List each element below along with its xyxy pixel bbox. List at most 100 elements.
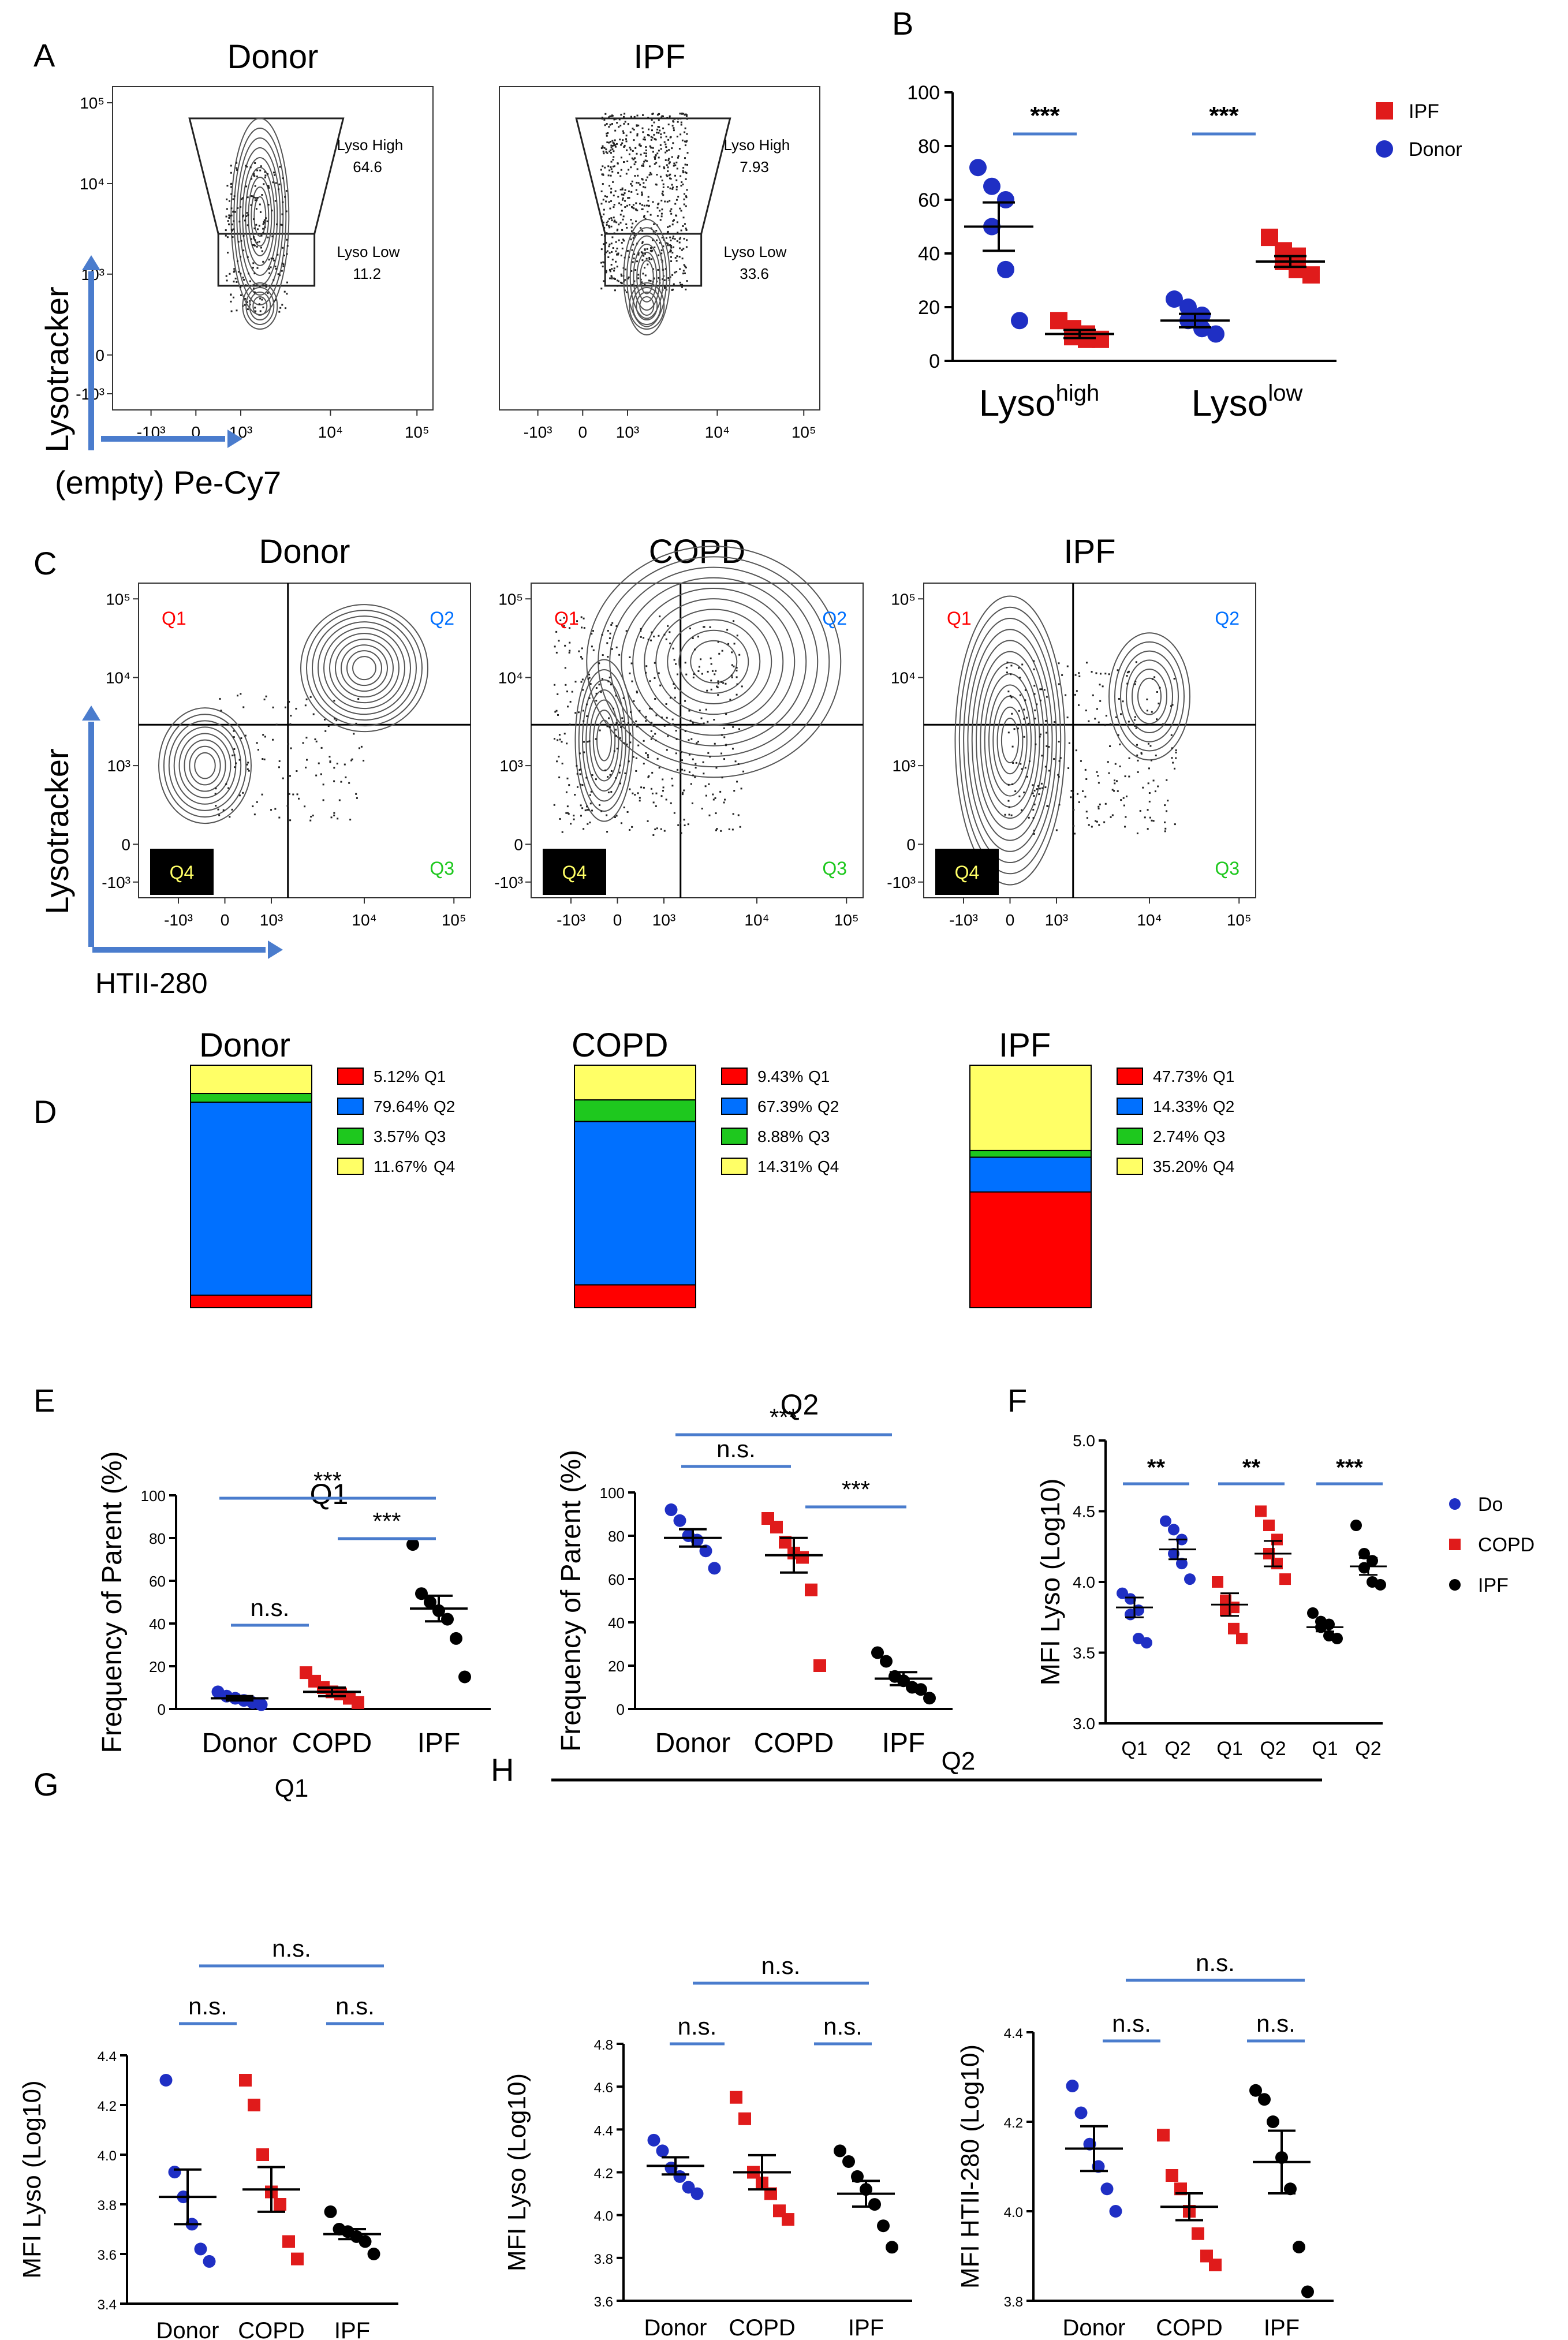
- event-dot: [673, 812, 675, 814]
- event-dot: [282, 263, 285, 266]
- event-dot: [645, 715, 647, 718]
- event-dot: [1033, 803, 1036, 805]
- quadrant-label-q1: Q1: [947, 608, 972, 629]
- event-dot: [1151, 819, 1153, 822]
- event-dot: [658, 165, 660, 167]
- event-dot: [277, 273, 279, 275]
- event-dot: [566, 777, 569, 779]
- event-dot: [1158, 702, 1160, 704]
- event-dot: [611, 648, 613, 650]
- event-dot: [1111, 814, 1114, 816]
- stacked-bar-segment-q3: [969, 1150, 1092, 1158]
- x-tick-label: -10³: [557, 911, 585, 929]
- event-dot: [610, 791, 613, 793]
- event-dot: [1048, 746, 1050, 748]
- event-dot: [559, 738, 561, 741]
- event-dot: [251, 195, 253, 197]
- event-dot: [652, 735, 654, 737]
- contour: [189, 745, 221, 786]
- legend-percent: 11.67%: [374, 1158, 427, 1175]
- event-dot: [710, 663, 712, 665]
- event-dot: [247, 256, 249, 258]
- event-dot: [655, 233, 657, 236]
- contour: [346, 650, 382, 686]
- event-dot: [608, 169, 611, 171]
- event-dot: [230, 229, 233, 231]
- event-dot: [637, 174, 639, 177]
- event-dot: [228, 214, 230, 217]
- event-dot: [684, 157, 686, 159]
- event-dot: [1024, 699, 1026, 701]
- event-dot: [698, 666, 700, 668]
- data-point-circle: [1011, 312, 1028, 330]
- event-dot: [671, 184, 673, 186]
- data-point-circle: [1258, 2093, 1271, 2106]
- event-dot: [625, 140, 628, 143]
- event-dot: [624, 192, 626, 195]
- panel-letter-B: B: [892, 5, 913, 42]
- data-point-circle: [1168, 1548, 1179, 1559]
- event-dot: [579, 773, 581, 775]
- event-dot: [264, 226, 266, 229]
- event-dot: [677, 118, 680, 120]
- event-dot: [671, 125, 674, 127]
- data-point-circle: [1358, 1562, 1370, 1574]
- category-label: Lysolow: [1192, 380, 1303, 424]
- category-label: IPF: [417, 1728, 461, 1759]
- data-point-square: [352, 1696, 364, 1709]
- event-dot: [610, 225, 613, 227]
- event-dot: [691, 802, 693, 804]
- event-dot: [283, 255, 285, 257]
- event-dot: [605, 148, 607, 151]
- event-dot: [651, 722, 653, 724]
- event-dot: [609, 774, 611, 776]
- quadrant-label-q1: Q1: [554, 608, 579, 629]
- event-dot: [606, 250, 608, 252]
- gate-label: Lyso High: [724, 136, 790, 154]
- event-dot: [602, 165, 604, 167]
- event-dot: [1097, 782, 1100, 784]
- event-dot: [613, 156, 615, 158]
- event-dot: [1007, 732, 1010, 734]
- event-dot: [614, 145, 617, 148]
- event-dot: [236, 169, 238, 171]
- event-dot: [626, 249, 629, 252]
- event-dot: [665, 798, 667, 801]
- event-dot: [610, 168, 613, 170]
- contour: [252, 296, 268, 316]
- event-dot: [600, 216, 603, 218]
- event-dot: [645, 671, 647, 674]
- event-dot: [643, 267, 645, 269]
- event-dot: [234, 766, 236, 768]
- contour: [239, 147, 281, 286]
- plot-title: COPD: [649, 533, 746, 570]
- contour: [574, 659, 634, 822]
- event-dot: [1126, 682, 1129, 685]
- data-point-square: [738, 2112, 751, 2125]
- event-dot: [610, 144, 613, 147]
- y-tick-label: 4.0: [1004, 2205, 1023, 2220]
- event-dot: [1155, 754, 1157, 756]
- event-dot: [738, 654, 741, 656]
- data-point-square: [1157, 2129, 1170, 2142]
- event-dot: [667, 242, 669, 245]
- event-dot: [578, 769, 581, 771]
- event-dot: [275, 268, 277, 270]
- event-dot: [591, 645, 593, 648]
- event-dot: [258, 225, 260, 227]
- event-dot: [1059, 757, 1062, 759]
- event-dot: [610, 770, 613, 772]
- plot-title: Q1: [275, 1774, 309, 1802]
- event-dot: [236, 167, 238, 169]
- bar-category-label: Donor: [199, 1027, 290, 1064]
- legend-quadrant: Q1: [808, 1068, 830, 1085]
- event-dot: [233, 736, 235, 738]
- event-dot: [279, 307, 282, 309]
- event-dot: [230, 300, 232, 303]
- event-dot: [253, 287, 255, 289]
- event-dot: [670, 802, 672, 804]
- event-dot: [571, 691, 573, 693]
- event-dot: [585, 703, 588, 706]
- event-dot: [636, 135, 639, 137]
- event-dot: [228, 200, 230, 202]
